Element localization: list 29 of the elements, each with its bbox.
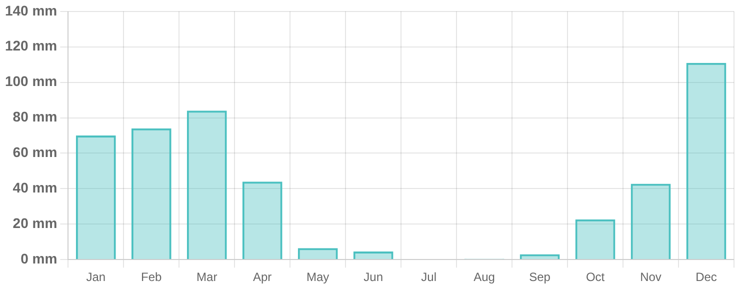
- x-tick-label: May: [306, 270, 330, 284]
- y-tick-label: 80 mm: [12, 108, 58, 125]
- y-tick-label: 60 mm: [12, 144, 58, 160]
- bar: [186, 110, 227, 260]
- bar: [298, 248, 338, 260]
- x-tick-label: Aug: [474, 270, 495, 284]
- y-tick-label: 0 mm: [20, 250, 58, 266]
- x-tick-label: Nov: [640, 270, 662, 284]
- bar: [575, 219, 616, 260]
- y-tick-label: 100 mm: [4, 73, 58, 90]
- y-tick-label: 120 mm: [4, 38, 58, 54]
- y-tick-label: 40 mm: [12, 180, 58, 196]
- x-tick-label: Apr: [253, 270, 272, 284]
- bar: [242, 182, 282, 260]
- bar: [353, 251, 394, 260]
- bar: [686, 62, 726, 260]
- y-tick-label: 20 mm: [12, 215, 58, 231]
- x-tick-label: Jan: [86, 270, 106, 284]
- x-tick-label: Jun: [364, 270, 384, 284]
- y-tick-label: 140 mm: [4, 2, 58, 18]
- bar: [630, 184, 671, 260]
- bar: [131, 128, 172, 260]
- bar: [76, 136, 116, 260]
- x-tick-label: Jul: [421, 270, 436, 284]
- x-tick-label: Feb: [141, 270, 162, 284]
- x-tick-label: Oct: [586, 270, 606, 284]
- x-tick-label: Sep: [529, 270, 551, 284]
- x-tick-label: Dec: [696, 270, 717, 284]
- x-tick-label: Mar: [196, 270, 218, 284]
